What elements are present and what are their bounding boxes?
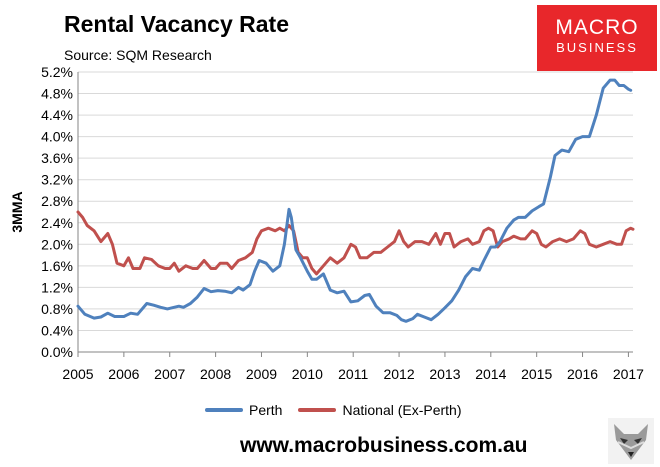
legend-swatch-perth (205, 408, 243, 412)
x-tick-label: 2011 (338, 366, 368, 382)
legend-item-national: National (Ex-Perth) (298, 402, 462, 418)
series-lines (76, 78, 635, 323)
y-tick-label: 1.2% (41, 279, 73, 295)
x-tick-label: 2009 (246, 366, 277, 382)
x-tick-label: 2006 (108, 366, 139, 382)
x-tick-label: 2017 (613, 366, 644, 382)
chart-plot: 0.0% 0.4% 0.8% 1.2% 1.6% 2.0% 2.4% 2.8% 3.2% 3.6%… (9, 64, 644, 382)
y-tick-label: 3.6% (41, 150, 73, 166)
y-tick-label: 4.8% (41, 86, 73, 102)
x-tick-label: 2005 (62, 366, 93, 382)
y-tick-label: 4.0% (41, 129, 73, 145)
macrobusiness-logo: MACRO BUSINESS (537, 5, 657, 71)
series-line-perth (76, 78, 633, 323)
y-axis-label: 3MMA (9, 191, 25, 232)
x-tick-label: 2014 (475, 366, 506, 382)
y-tick-label: 0.4% (41, 322, 73, 338)
legend-swatch-national (298, 408, 337, 412)
y-tick-labels: 0.0% 0.4% 0.8% 1.2% 1.6% 2.0% 2.4% 2.8% 3.2% 3.6%… (41, 64, 73, 360)
fox-mascot-icon (608, 418, 654, 464)
logo-line2: BUSINESS (556, 40, 638, 55)
legend-label-national: National (Ex-Perth) (342, 402, 462, 418)
chart-title: Rental Vacancy Rate (64, 11, 290, 37)
y-tick-label: 1.6% (41, 258, 73, 274)
legend: Perth National (Ex-Perth) (205, 402, 478, 418)
y-tick-label: 0.8% (41, 301, 73, 317)
y-tick-label: 0.0% (41, 344, 73, 360)
footer-url: www.macrobusiness.com.au (240, 434, 528, 457)
y-tick-label: 3.2% (41, 172, 73, 188)
y-tick-label: 2.4% (41, 215, 73, 231)
series-line-national (76, 210, 635, 276)
x-tick-label: 2007 (154, 366, 185, 382)
chart-subtitle: Source: SQM Research (64, 47, 212, 63)
gridlines (78, 71, 633, 331)
legend-item-perth: Perth (205, 402, 282, 418)
x-tick-label: 2015 (521, 366, 552, 382)
y-tick-label: 2.0% (41, 236, 73, 252)
y-tick-label: 4.4% (41, 107, 73, 123)
x-tick-label: 2013 (429, 366, 460, 382)
y-tick-label: 5.2% (41, 64, 73, 80)
x-tick-label: 2010 (292, 366, 323, 382)
legend-label-perth: Perth (249, 402, 283, 418)
x-tick-label: 2008 (200, 366, 231, 382)
x-tick-label: 2012 (383, 366, 414, 382)
x-tick-labels: 2005 2006 2007 2008 2009 2010 2011 2012 2013 2014… (62, 366, 644, 382)
logo-line1: MACRO (555, 16, 639, 39)
x-tick-label: 2016 (567, 366, 598, 382)
y-tick-label: 2.8% (41, 193, 73, 209)
